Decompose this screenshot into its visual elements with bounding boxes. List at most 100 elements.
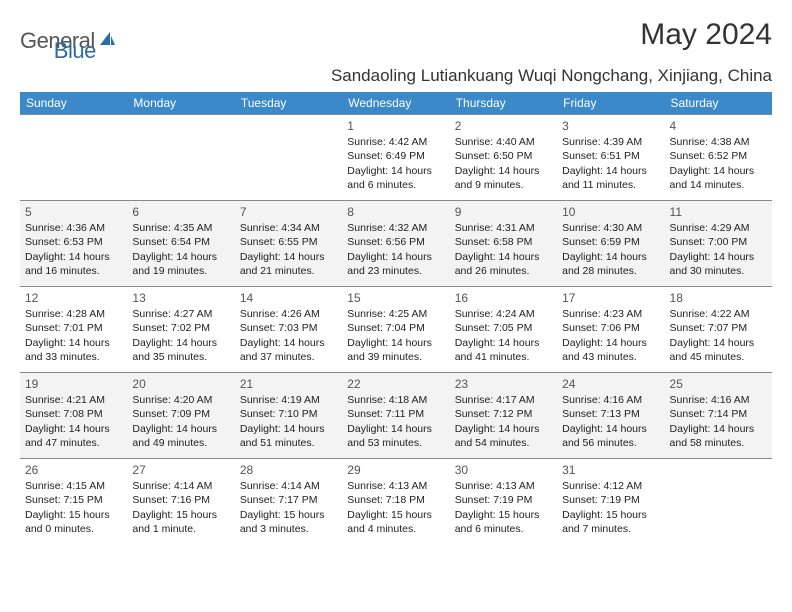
calendar-week-row: 26Sunrise: 4:15 AMSunset: 7:15 PM Dayligh… xyxy=(20,459,772,545)
sunrise-text: Sunrise: 4:26 AM xyxy=(240,307,337,321)
sunset-text: Sunset: 7:10 PM xyxy=(240,407,337,421)
sunrise-text: Sunrise: 4:34 AM xyxy=(240,221,337,235)
calendar-day-cell: 10Sunrise: 4:30 AMSunset: 6:59 PMDayligh… xyxy=(557,201,664,287)
sunrise-text: Sunrise: 4:17 AM xyxy=(455,393,552,407)
calendar-day-cell: 21Sunrise: 4:19 AMSunset: 7:10 PMDayligh… xyxy=(235,373,342,459)
day-header: Tuesday xyxy=(235,92,342,115)
calendar-day-cell: 31Sunrise: 4:12 AMSunset: 7:19 PMDayligh… xyxy=(557,459,664,545)
sunset-text: Sunset: 7:14 PM xyxy=(670,407,767,421)
calendar-day-cell: 8Sunrise: 4:32 AMSunset: 6:56 PMDaylight… xyxy=(342,201,449,287)
calendar-day-cell xyxy=(665,459,772,545)
sunset-text: Sunset: 6:56 PM xyxy=(347,235,444,249)
calendar-day-cell: 23Sunrise: 4:17 AMSunset: 7:12 PMDayligh… xyxy=(450,373,557,459)
daylight-text: Daylight: 14 hours and 39 minutes. xyxy=(347,336,444,364)
calendar-day-cell xyxy=(127,115,234,201)
sunrise-text: Sunrise: 4:13 AM xyxy=(347,479,444,493)
calendar-day-cell: 27Sunrise: 4:14 AMSunset: 7:16 PMDayligh… xyxy=(127,459,234,545)
day-number: 15 xyxy=(347,290,444,306)
daylight-text: Daylight: 14 hours and 45 minutes. xyxy=(670,336,767,364)
day-number: 1 xyxy=(347,118,444,134)
calendar-day-cell: 19Sunrise: 4:21 AMSunset: 7:08 PMDayligh… xyxy=(20,373,127,459)
day-number: 9 xyxy=(455,204,552,220)
day-header: Friday xyxy=(557,92,664,115)
location-subtitle: Sandaoling Lutiankuang Wuqi Nongchang, X… xyxy=(20,66,772,86)
day-number: 16 xyxy=(455,290,552,306)
day-number: 26 xyxy=(25,462,122,478)
sunrise-text: Sunrise: 4:38 AM xyxy=(670,135,767,149)
calendar-day-cell: 4Sunrise: 4:38 AMSunset: 6:52 PMDaylight… xyxy=(665,115,772,201)
daylight-text: Daylight: 15 hours and 6 minutes. xyxy=(455,508,552,536)
sunset-text: Sunset: 7:11 PM xyxy=(347,407,444,421)
sunrise-text: Sunrise: 4:16 AM xyxy=(562,393,659,407)
sunset-text: Sunset: 7:01 PM xyxy=(25,321,122,335)
sunset-text: Sunset: 7:09 PM xyxy=(132,407,229,421)
day-number: 5 xyxy=(25,204,122,220)
day-number: 30 xyxy=(455,462,552,478)
day-number: 29 xyxy=(347,462,444,478)
day-header: Thursday xyxy=(450,92,557,115)
daylight-text: Daylight: 14 hours and 6 minutes. xyxy=(347,164,444,192)
sunset-text: Sunset: 7:16 PM xyxy=(132,493,229,507)
sunset-text: Sunset: 6:58 PM xyxy=(455,235,552,249)
logo: General Blue xyxy=(20,18,96,64)
sunset-text: Sunset: 7:12 PM xyxy=(455,407,552,421)
calendar-day-cell: 26Sunrise: 4:15 AMSunset: 7:15 PMDayligh… xyxy=(20,459,127,545)
daylight-text: Daylight: 14 hours and 23 minutes. xyxy=(347,250,444,278)
daylight-text: Daylight: 14 hours and 16 minutes. xyxy=(25,250,122,278)
calendar-body: 1Sunrise: 4:42 AMSunset: 6:49 PMDaylight… xyxy=(20,115,772,545)
calendar-day-cell: 15Sunrise: 4:25 AMSunset: 7:04 PMDayligh… xyxy=(342,287,449,373)
sunset-text: Sunset: 7:06 PM xyxy=(562,321,659,335)
day-header: Monday xyxy=(127,92,234,115)
sunrise-text: Sunrise: 4:16 AM xyxy=(670,393,767,407)
sunrise-text: Sunrise: 4:36 AM xyxy=(25,221,122,235)
sunset-text: Sunset: 6:51 PM xyxy=(562,149,659,163)
day-number: 6 xyxy=(132,204,229,220)
daylight-text: Daylight: 14 hours and 21 minutes. xyxy=(240,250,337,278)
calendar-day-cell: 1Sunrise: 4:42 AMSunset: 6:49 PMDaylight… xyxy=(342,115,449,201)
daylight-text: Daylight: 14 hours and 56 minutes. xyxy=(562,422,659,450)
day-number: 31 xyxy=(562,462,659,478)
day-number: 8 xyxy=(347,204,444,220)
logo-sail-icon xyxy=(98,30,116,53)
calendar-day-cell: 5Sunrise: 4:36 AMSunset: 6:53 PMDaylight… xyxy=(20,201,127,287)
day-number: 22 xyxy=(347,376,444,392)
daylight-text: Daylight: 14 hours and 30 minutes. xyxy=(670,250,767,278)
day-number: 17 xyxy=(562,290,659,306)
calendar-day-cell xyxy=(20,115,127,201)
sunrise-text: Sunrise: 4:42 AM xyxy=(347,135,444,149)
sunset-text: Sunset: 6:53 PM xyxy=(25,235,122,249)
sunrise-text: Sunrise: 4:20 AM xyxy=(132,393,229,407)
daylight-text: Daylight: 14 hours and 35 minutes. xyxy=(132,336,229,364)
calendar-day-cell: 13Sunrise: 4:27 AMSunset: 7:02 PMDayligh… xyxy=(127,287,234,373)
day-number: 14 xyxy=(240,290,337,306)
day-header: Sunday xyxy=(20,92,127,115)
sunrise-text: Sunrise: 4:15 AM xyxy=(25,479,122,493)
day-number: 21 xyxy=(240,376,337,392)
sunset-text: Sunset: 7:19 PM xyxy=(562,493,659,507)
sunrise-text: Sunrise: 4:19 AM xyxy=(240,393,337,407)
day-number: 27 xyxy=(132,462,229,478)
day-number: 23 xyxy=(455,376,552,392)
daylight-text: Daylight: 15 hours and 7 minutes. xyxy=(562,508,659,536)
day-number: 4 xyxy=(670,118,767,134)
sunrise-text: Sunrise: 4:40 AM xyxy=(455,135,552,149)
day-number: 13 xyxy=(132,290,229,306)
sunrise-text: Sunrise: 4:13 AM xyxy=(455,479,552,493)
daylight-text: Daylight: 14 hours and 19 minutes. xyxy=(132,250,229,278)
day-number: 28 xyxy=(240,462,337,478)
daylight-text: Daylight: 14 hours and 33 minutes. xyxy=(25,336,122,364)
daylight-text: Daylight: 14 hours and 58 minutes. xyxy=(670,422,767,450)
calendar-week-row: 1Sunrise: 4:42 AMSunset: 6:49 PMDaylight… xyxy=(20,115,772,201)
day-number: 18 xyxy=(670,290,767,306)
day-number: 25 xyxy=(670,376,767,392)
sunrise-text: Sunrise: 4:14 AM xyxy=(240,479,337,493)
day-header: Wednesday xyxy=(342,92,449,115)
calendar-day-cell: 24Sunrise: 4:16 AMSunset: 7:13 PMDayligh… xyxy=(557,373,664,459)
sunrise-text: Sunrise: 4:12 AM xyxy=(562,479,659,493)
calendar-day-cell: 18Sunrise: 4:22 AMSunset: 7:07 PMDayligh… xyxy=(665,287,772,373)
sunset-text: Sunset: 7:15 PM xyxy=(25,493,122,507)
day-number: 7 xyxy=(240,204,337,220)
day-number: 24 xyxy=(562,376,659,392)
daylight-text: Daylight: 14 hours and 47 minutes. xyxy=(25,422,122,450)
sunrise-text: Sunrise: 4:29 AM xyxy=(670,221,767,235)
